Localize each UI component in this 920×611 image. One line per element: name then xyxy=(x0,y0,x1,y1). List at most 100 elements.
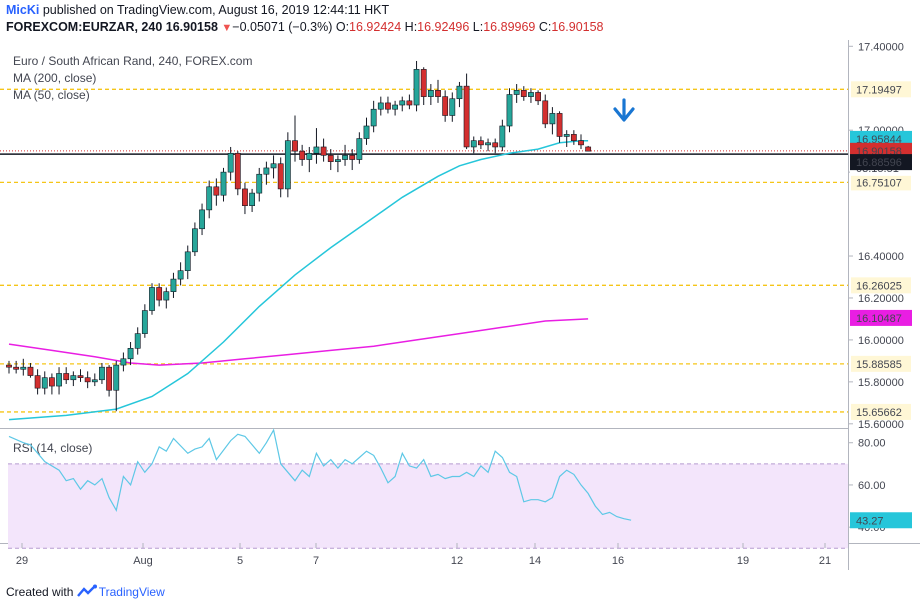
candle-body[interactable] xyxy=(442,96,449,116)
candle-body[interactable] xyxy=(506,94,513,127)
candle-body[interactable] xyxy=(477,140,484,146)
support-badge-bg xyxy=(850,154,912,171)
candle-body[interactable] xyxy=(399,100,406,106)
candle-body[interactable] xyxy=(320,146,327,156)
candle-body[interactable] xyxy=(70,375,77,381)
ma50-line[interactable] xyxy=(8,139,589,421)
level-label-bg xyxy=(851,277,911,294)
candle-body[interactable] xyxy=(263,167,270,175)
candle-body[interactable] xyxy=(56,373,62,387)
candle-body[interactable] xyxy=(342,155,348,160)
candle-body[interactable] xyxy=(170,278,177,292)
candle-body[interactable] xyxy=(363,125,370,139)
candle-body[interactable] xyxy=(113,364,120,391)
candle-body[interactable] xyxy=(199,209,205,230)
candle-body[interactable] xyxy=(327,155,334,162)
legend-ma200[interactable]: MA (200, close) xyxy=(13,71,96,85)
tradingview-link[interactable]: TradingView xyxy=(98,585,165,599)
candle-body[interactable] xyxy=(177,270,184,280)
candle-body[interactable] xyxy=(242,188,248,206)
candle-body[interactable] xyxy=(277,163,284,190)
candle-body[interactable] xyxy=(449,98,456,116)
candle-body[interactable] xyxy=(84,377,91,383)
rsi-line[interactable] xyxy=(8,428,632,521)
candle-body[interactable] xyxy=(184,251,191,272)
candle-body[interactable] xyxy=(163,291,170,301)
candle-body[interactable] xyxy=(570,134,577,141)
candle-body[interactable] xyxy=(520,90,527,97)
down-arrow-icon xyxy=(613,98,635,122)
time-tick-label: 14 xyxy=(529,555,541,567)
candle-body[interactable] xyxy=(106,366,112,391)
candle-body[interactable] xyxy=(270,163,277,169)
candle-body[interactable] xyxy=(370,108,377,127)
candle-body[interactable] xyxy=(227,152,234,173)
candle-body[interactable] xyxy=(549,113,556,125)
candle-body[interactable] xyxy=(306,152,313,160)
candle-body[interactable] xyxy=(234,152,241,190)
candle-body[interactable] xyxy=(299,150,306,160)
down-triangle-icon: ▼ xyxy=(221,22,233,34)
candle-body[interactable] xyxy=(6,364,12,368)
candle-body[interactable] xyxy=(34,375,41,389)
candle-body[interactable] xyxy=(385,102,391,110)
candle-body[interactable] xyxy=(41,377,48,389)
candle-body[interactable] xyxy=(563,134,570,137)
candle-body[interactable] xyxy=(427,90,434,97)
candle-body[interactable] xyxy=(406,100,413,106)
candle-body[interactable] xyxy=(156,287,163,301)
legend-ma50[interactable]: MA (50, close) xyxy=(13,88,90,102)
candle-body[interactable] xyxy=(499,125,506,148)
candle-body[interactable] xyxy=(48,377,55,387)
candle-body[interactable] xyxy=(556,113,563,137)
time-tick-label: 12 xyxy=(451,555,463,567)
candle-body[interactable] xyxy=(542,100,549,125)
candle-body[interactable] xyxy=(585,146,592,152)
candle-body[interactable] xyxy=(206,186,213,211)
candle-body[interactable] xyxy=(120,358,127,366)
candle-body[interactable] xyxy=(292,140,298,152)
candle-body[interactable] xyxy=(492,142,499,148)
publish-info: published on TradingView.com, August 16,… xyxy=(42,3,390,17)
candle-body[interactable] xyxy=(27,366,34,376)
candle-body[interactable] xyxy=(528,92,534,97)
candle-body[interactable] xyxy=(141,310,148,334)
candle-body[interactable] xyxy=(20,366,27,370)
candle-body[interactable] xyxy=(284,140,291,190)
candle-body[interactable] xyxy=(149,287,155,311)
candle-body[interactable] xyxy=(134,333,141,349)
candle-body[interactable] xyxy=(99,366,105,381)
candle-body[interactable] xyxy=(220,171,227,196)
candle-body[interactable] xyxy=(192,228,198,253)
candle-body[interactable] xyxy=(77,375,84,378)
candle-body[interactable] xyxy=(377,102,384,110)
candle-body[interactable] xyxy=(392,104,398,110)
candle-body[interactable] xyxy=(435,90,441,97)
candle-body[interactable] xyxy=(413,69,420,106)
candle-body[interactable] xyxy=(13,366,20,370)
candle-body[interactable] xyxy=(420,69,427,97)
candle-body[interactable] xyxy=(356,138,363,160)
candle-body[interactable] xyxy=(456,85,463,100)
time-tick-label: 7 xyxy=(313,555,319,567)
candle-body[interactable] xyxy=(513,90,520,95)
candle-body[interactable] xyxy=(578,140,584,146)
candle-body[interactable] xyxy=(334,159,341,162)
candle-body[interactable] xyxy=(213,186,220,196)
candle-body[interactable] xyxy=(91,379,98,383)
ma200-line[interactable] xyxy=(8,318,589,366)
candle-body[interactable] xyxy=(313,146,320,154)
candle-body[interactable] xyxy=(463,85,470,148)
legend-rsi[interactable]: RSI (14, close) xyxy=(13,441,92,455)
candle-body[interactable] xyxy=(485,142,491,146)
candle-body[interactable] xyxy=(249,192,255,206)
author-name[interactable]: MicKi xyxy=(6,3,40,17)
candle-body[interactable] xyxy=(349,155,356,160)
candle-body[interactable] xyxy=(63,373,70,381)
candle-body[interactable] xyxy=(127,348,134,360)
time-tick-label: 16 xyxy=(612,555,624,567)
candle-body[interactable] xyxy=(256,173,263,194)
candle-body[interactable] xyxy=(470,140,477,148)
candle-body[interactable] xyxy=(535,92,541,102)
